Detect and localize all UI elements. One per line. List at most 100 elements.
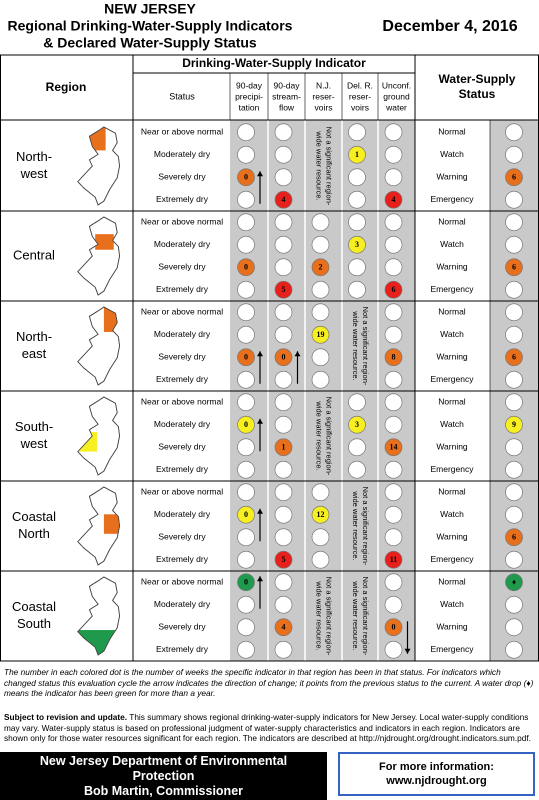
column-header: 90-day [236, 80, 263, 90]
supply-label: Warning [436, 442, 468, 452]
dot [311, 505, 330, 524]
dot-label: 6 [512, 173, 516, 182]
region-name: west [20, 436, 48, 451]
supply-header: Water-Supply [439, 72, 516, 86]
column-header: N.J. [316, 80, 331, 90]
dot [274, 258, 293, 277]
dot-label: 12 [317, 510, 325, 519]
column-header: Del. R. [347, 80, 373, 90]
dot [348, 145, 366, 164]
dot [274, 280, 293, 299]
status-label: Near or above normal [141, 577, 223, 587]
dot [274, 168, 293, 187]
dot [505, 235, 523, 254]
dot-label: 5 [282, 555, 286, 564]
dot [505, 168, 523, 187]
arrow-head [257, 508, 263, 514]
status-label: Moderately dry [154, 239, 211, 249]
dot [505, 190, 523, 209]
column-header: flow [279, 102, 295, 112]
dot [237, 640, 255, 659]
dot [384, 505, 403, 524]
dot [348, 415, 366, 434]
dot-label: 2 [319, 263, 323, 272]
dot [384, 258, 403, 277]
dot [384, 303, 403, 322]
supply-label: Emergency [431, 554, 475, 564]
dot-label: 6 [512, 533, 516, 542]
column-header: Unconf. [382, 80, 411, 90]
supply-label: Normal [438, 397, 466, 407]
status-label: Moderately dry [154, 599, 211, 609]
dot [384, 438, 403, 457]
dot [311, 528, 330, 547]
dot [237, 595, 255, 614]
dot [384, 528, 403, 547]
supply-label: Normal [438, 487, 466, 497]
supply-label: Normal [438, 127, 466, 137]
supply-label: Warning [436, 352, 468, 362]
dot [274, 460, 293, 479]
note: Not a significant region- [325, 397, 334, 476]
dot-label: 3 [355, 420, 359, 429]
dot [348, 213, 366, 232]
dot [384, 640, 403, 659]
map-outline [77, 306, 120, 386]
dot [274, 303, 293, 322]
column-header: water [385, 102, 407, 112]
dot [274, 123, 293, 142]
status-label: Severely dry [158, 442, 206, 452]
agency-line: New Jersey Department of Environmental [39, 754, 288, 768]
supply-label: Watch [440, 239, 464, 249]
dot [274, 550, 293, 569]
supply-label: Warning [436, 172, 468, 182]
note: Not a significant region- [325, 127, 334, 206]
region-name: west [20, 166, 48, 181]
map-outline [77, 576, 120, 656]
dot [348, 235, 366, 254]
column-header: voirs [315, 102, 333, 112]
subject-lead: Subject to revision and update. [4, 712, 128, 722]
dot [237, 393, 255, 412]
dot [505, 460, 523, 479]
dot [505, 595, 523, 614]
arrow-head [404, 648, 411, 654]
dot [274, 145, 293, 164]
dot-label: 6 [392, 285, 396, 294]
dot [311, 213, 330, 232]
dot [237, 303, 255, 322]
arrow-head [257, 418, 263, 424]
dot [274, 415, 293, 434]
dot [384, 483, 403, 502]
dot [274, 483, 293, 502]
arrow-head [257, 351, 263, 357]
column-header: 90-day [274, 80, 301, 90]
dot [274, 190, 293, 209]
supply-label: Watch [440, 599, 464, 609]
dot [384, 213, 403, 232]
indicator-header: Drinking-Water-Supply Indicator [182, 56, 366, 70]
agency-box: New Jersey Department of Environmental P… [0, 752, 327, 800]
dot [384, 190, 403, 209]
supply-label: Warning [436, 622, 468, 632]
dot [274, 235, 293, 254]
status-label: Extremely dry [156, 644, 209, 654]
dot [505, 280, 523, 299]
dot [274, 393, 293, 412]
arrow-head [294, 351, 301, 357]
caption: The number in each colored dot is the nu… [4, 667, 534, 698]
note: wide water resource. [315, 400, 324, 470]
dot [505, 573, 523, 592]
dot [505, 483, 523, 502]
dot [505, 505, 523, 524]
column-header: ground [383, 91, 410, 101]
dot [384, 415, 403, 434]
arrow-head [257, 576, 263, 582]
dot [237, 213, 255, 232]
dot [237, 280, 255, 299]
dot-label: 0 [244, 578, 248, 587]
dot-label: 4 [282, 195, 286, 204]
column-header: stream- [272, 91, 301, 101]
note: wide water resource. [315, 130, 324, 200]
